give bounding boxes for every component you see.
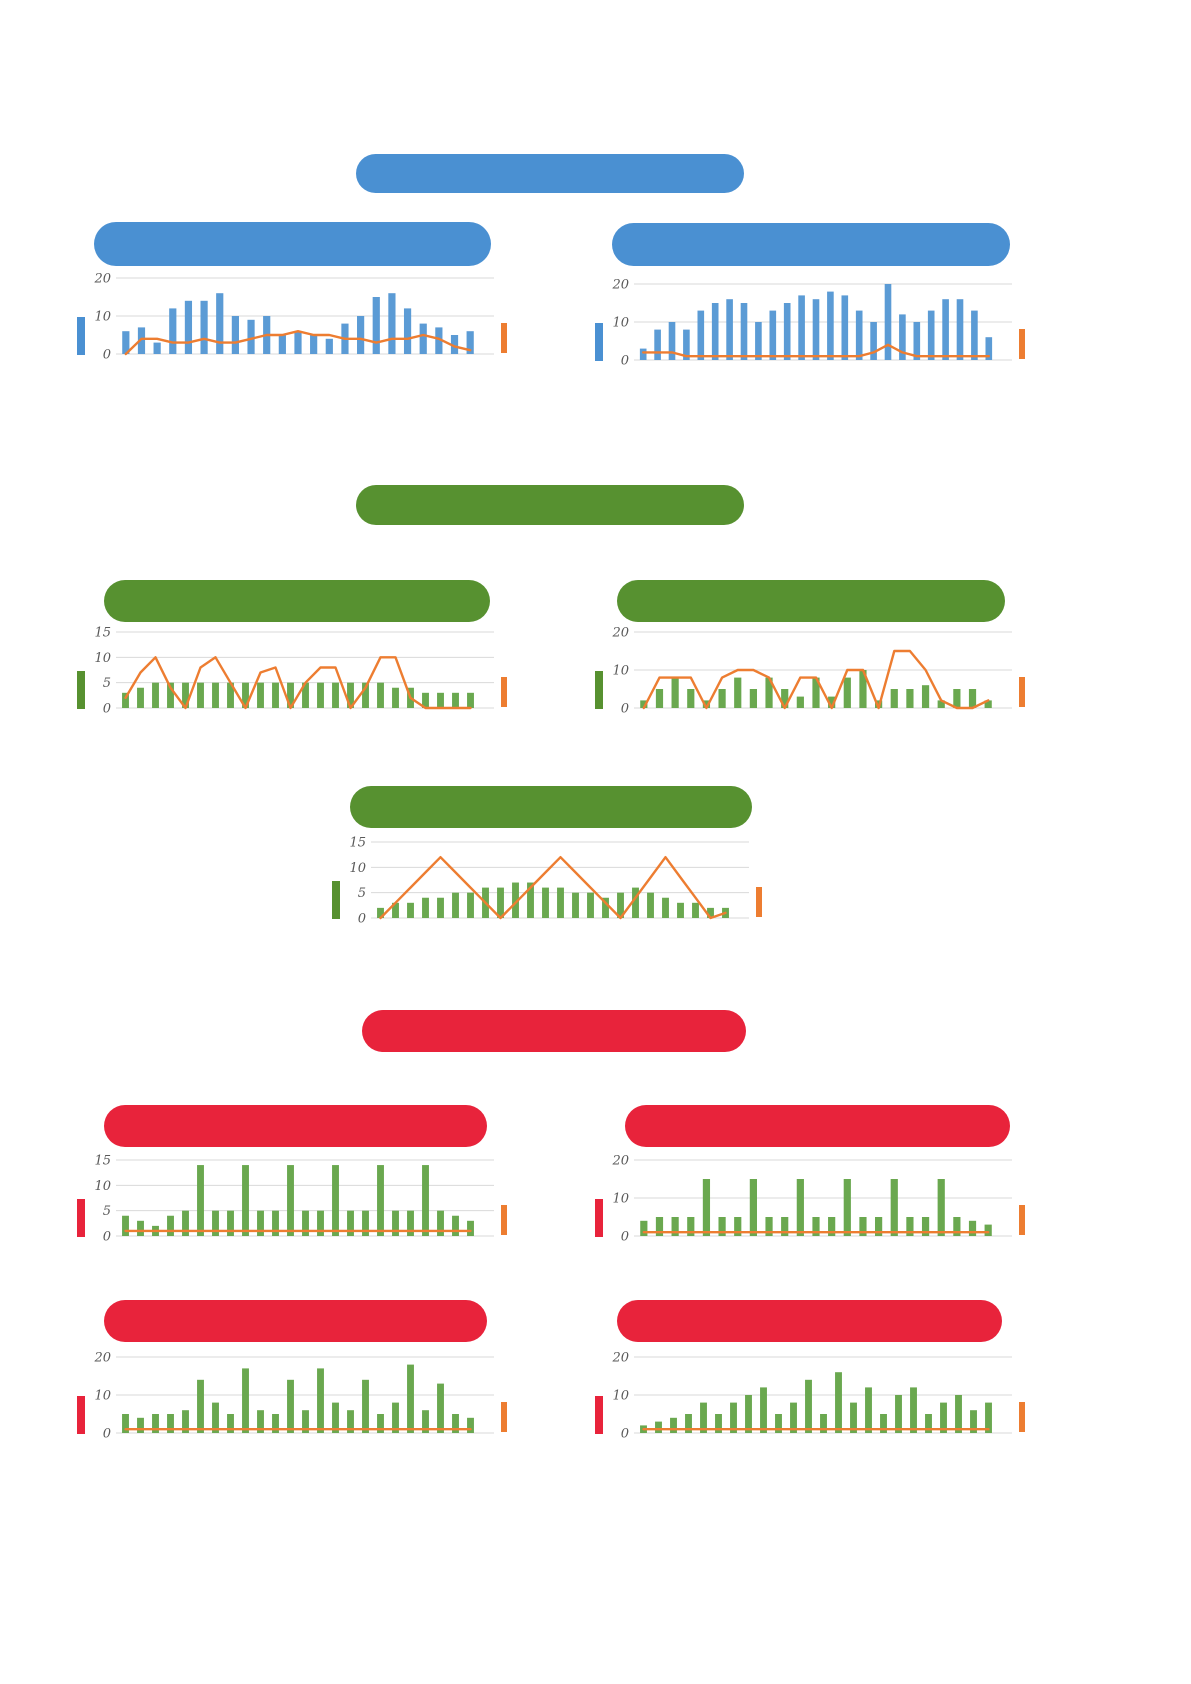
svg-text:0: 0: [621, 702, 629, 717]
green-section-title-pill: [356, 485, 744, 525]
svg-text:5: 5: [103, 676, 111, 691]
blue-sub-title-pill-left: [94, 222, 491, 266]
svg-text:0: 0: [358, 912, 366, 927]
svg-text:20: 20: [611, 1154, 629, 1169]
combo-chart-red-row1-left: 0 5 10 15: [77, 1154, 507, 1245]
svg-text:20: 20: [611, 1351, 629, 1366]
svg-text:15: 15: [94, 1154, 111, 1169]
svg-text:0: 0: [621, 354, 629, 369]
svg-text:0: 0: [103, 348, 111, 363]
red-sub-title-pill-3: [104, 1300, 487, 1342]
svg-text:20: 20: [93, 1351, 111, 1366]
svg-text:20: 20: [611, 626, 629, 641]
svg-text:10: 10: [94, 651, 111, 666]
green-sub-title-pill-left: [104, 580, 490, 622]
svg-text:10: 10: [94, 1179, 111, 1194]
svg-text:10: 10: [349, 861, 366, 876]
svg-text:0: 0: [103, 702, 111, 717]
svg-text:10: 10: [612, 664, 629, 679]
svg-text:0: 0: [621, 1427, 629, 1442]
svg-text:0: 0: [621, 1230, 629, 1245]
green-sub-title-pill-right: [617, 580, 1005, 622]
green-single-title-pill: [350, 786, 752, 828]
red-sub-title-pill-2: [625, 1105, 1010, 1147]
svg-text:15: 15: [94, 626, 111, 641]
svg-text:10: 10: [612, 316, 629, 331]
combo-chart-red-row2-right: 0 10 20: [595, 1351, 1025, 1442]
blue-section-title-pill: [356, 154, 744, 193]
svg-text:15: 15: [349, 836, 366, 851]
svg-text:10: 10: [612, 1389, 629, 1404]
svg-text:0: 0: [103, 1230, 111, 1245]
red-sub-title-pill-1: [104, 1105, 487, 1147]
blue-sub-title-pill-right: [612, 223, 1010, 266]
combo-chart-green-left: 0 5 10 15: [77, 626, 507, 717]
combo-chart-green-right: 0 10 20: [595, 626, 1025, 717]
svg-text:10: 10: [94, 1389, 111, 1404]
combo-chart-blue-right: 0 10 20: [595, 278, 1025, 369]
red-section-title-pill: [362, 1010, 746, 1052]
svg-text:10: 10: [612, 1192, 629, 1207]
svg-text:10: 10: [94, 310, 111, 325]
combo-chart-green-center: 0 5 10 15: [332, 836, 762, 927]
svg-text:5: 5: [358, 886, 366, 901]
svg-text:20: 20: [93, 272, 111, 287]
combo-chart-blue-left: 0 10 20: [77, 272, 507, 363]
combo-chart-red-row1-right: 0 10 20: [595, 1154, 1025, 1245]
red-sub-title-pill-4: [617, 1300, 1002, 1342]
svg-text:5: 5: [103, 1204, 111, 1219]
combo-chart-red-row2-left: 0 10 20: [77, 1351, 507, 1442]
svg-text:0: 0: [103, 1427, 111, 1442]
svg-text:20: 20: [611, 278, 629, 293]
